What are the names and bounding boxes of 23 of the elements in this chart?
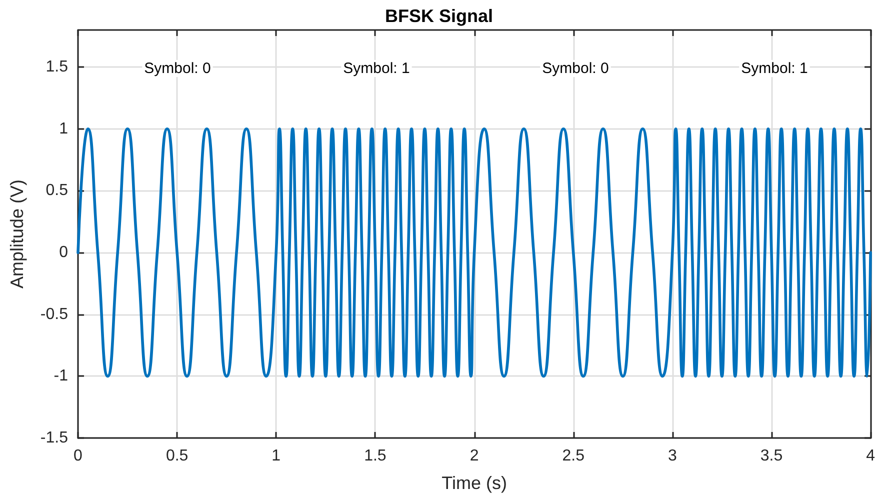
x-tick-label: 2 [470,448,479,464]
y-axis-title: Amplitude (V) [7,179,27,289]
x-tick-label: 4 [866,448,876,464]
x-tick-label: 3.5 [760,448,783,464]
annotation: Symbol: 0 [144,60,211,77]
annotation: Symbol: 1 [741,60,808,77]
x-tick-label: 0 [74,448,83,464]
x-tick-label: 1.5 [364,448,386,464]
y-tick-label: 0 [59,244,68,262]
x-tick-label: 1 [272,448,281,464]
x-axis-title: Time (s) [442,473,507,493]
x-tick-label: 0.5 [166,448,188,464]
annotation: Symbol: 0 [542,60,609,77]
chart-title: BFSK Signal [384,6,494,26]
y-tick-label: 1.5 [46,58,68,76]
y-tick-label: -1 [54,368,68,385]
annotation: Symbol: 1 [343,60,410,77]
y-tick-label: -0.5 [40,306,68,323]
x-tick-label: 2.5 [562,448,585,464]
x-tick-label: 3 [668,448,677,464]
y-tick-label: 0.5 [46,182,68,200]
y-tick-label: 1 [59,120,68,138]
y-tick-label: -1.5 [40,430,68,446]
